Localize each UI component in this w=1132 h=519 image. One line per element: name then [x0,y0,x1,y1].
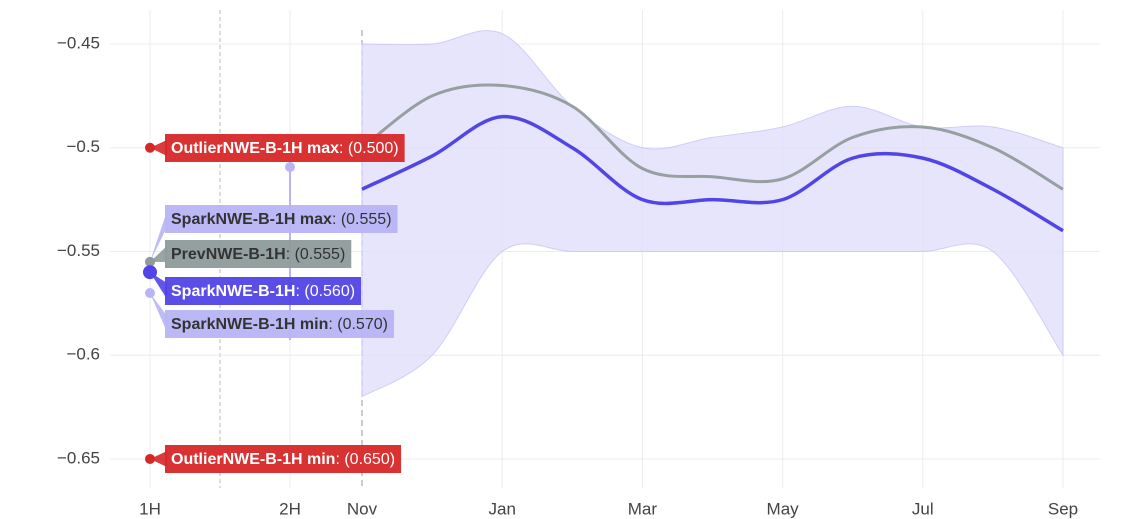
x-tick-label: Mar [628,499,658,518]
hover-text: PrevNWE-B-1H: (0.555) [171,246,345,263]
hover-label: OutlierNWE-B-1H max: (0.500) [165,134,405,162]
hover-pointer [150,451,167,467]
y-tick-label: −0.5 [66,137,100,156]
point [145,142,155,153]
line [361,114,1064,233]
hover-box [165,277,362,305]
hover-text: OutlierNWE-B-1H max: (0.500) [171,140,399,157]
hover-pointer [150,140,167,156]
hover-pointer [150,211,167,262]
hover-box [165,205,398,233]
point [143,265,157,280]
x-tick-label: Nov [347,499,378,518]
value-label: : (0.570) [328,316,388,333]
y-tick-label: −0.55 [57,241,100,260]
hover-box [165,240,352,268]
hover-label: OutlierNWE-B-1H min: (0.650) [165,445,402,473]
hover-text: SparkNWE-B-1H max: (0.555) [171,211,392,228]
hover-box [165,310,394,338]
hover-label: PrevNWE-B-1H: (0.555) [165,240,352,268]
y-tick-label: −0.65 [57,448,100,467]
hover-text: SparkNWE-B-1H min: (0.570) [171,316,388,333]
hover-label: SparkNWE-B-1H max: (0.555) [165,205,398,233]
value-label: : (0.560) [295,283,355,300]
x-tick-label: Jan [488,499,515,518]
value-label: : (0.650) [335,451,395,468]
hover-pointer [150,272,167,299]
series-name: SparkNWE-B-1H max [171,211,332,228]
spike-dot [285,162,295,172]
value-label: : (0.500) [339,140,399,157]
value-label: : (0.555) [286,246,346,263]
hover-box [165,445,402,473]
x-tick-label: May [767,499,800,518]
series-name: PrevNWE-B-1H [171,246,286,263]
point [145,453,155,464]
x-tick-label: Sep [1048,499,1078,518]
hover-text: OutlierNWE-B-1H min: (0.650) [171,451,395,468]
series-name: SparkNWE-B-1H min [171,316,328,333]
x-tick-label: 1H [139,499,161,518]
point [145,256,155,267]
hover-text: SparkNWE-B-1H: (0.560) [171,283,355,300]
hover-box [165,134,405,162]
point [145,287,155,298]
series-name: OutlierNWE-B-1H max [171,140,339,157]
line [361,83,1064,191]
hover-pointer [150,246,167,262]
series-name: SparkNWE-B-1H [171,283,295,300]
value-label: : (0.555) [332,211,392,228]
hover-pointer [150,292,167,332]
hover-label: SparkNWE-B-1H: (0.560) [165,277,362,305]
x-tick-label: 2H [279,499,301,518]
y-tick-label: −0.6 [66,345,100,364]
series-name: OutlierNWE-B-1H min [171,451,335,468]
x-tick-label: Jul [912,499,934,518]
y-tick-label: −0.45 [57,34,100,53]
hover-label: SparkNWE-B-1H min: (0.570) [165,310,394,338]
